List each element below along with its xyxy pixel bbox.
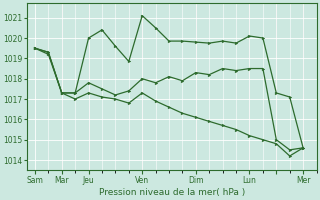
X-axis label: Pression niveau de la mer( hPa ): Pression niveau de la mer( hPa ) [99,188,245,197]
